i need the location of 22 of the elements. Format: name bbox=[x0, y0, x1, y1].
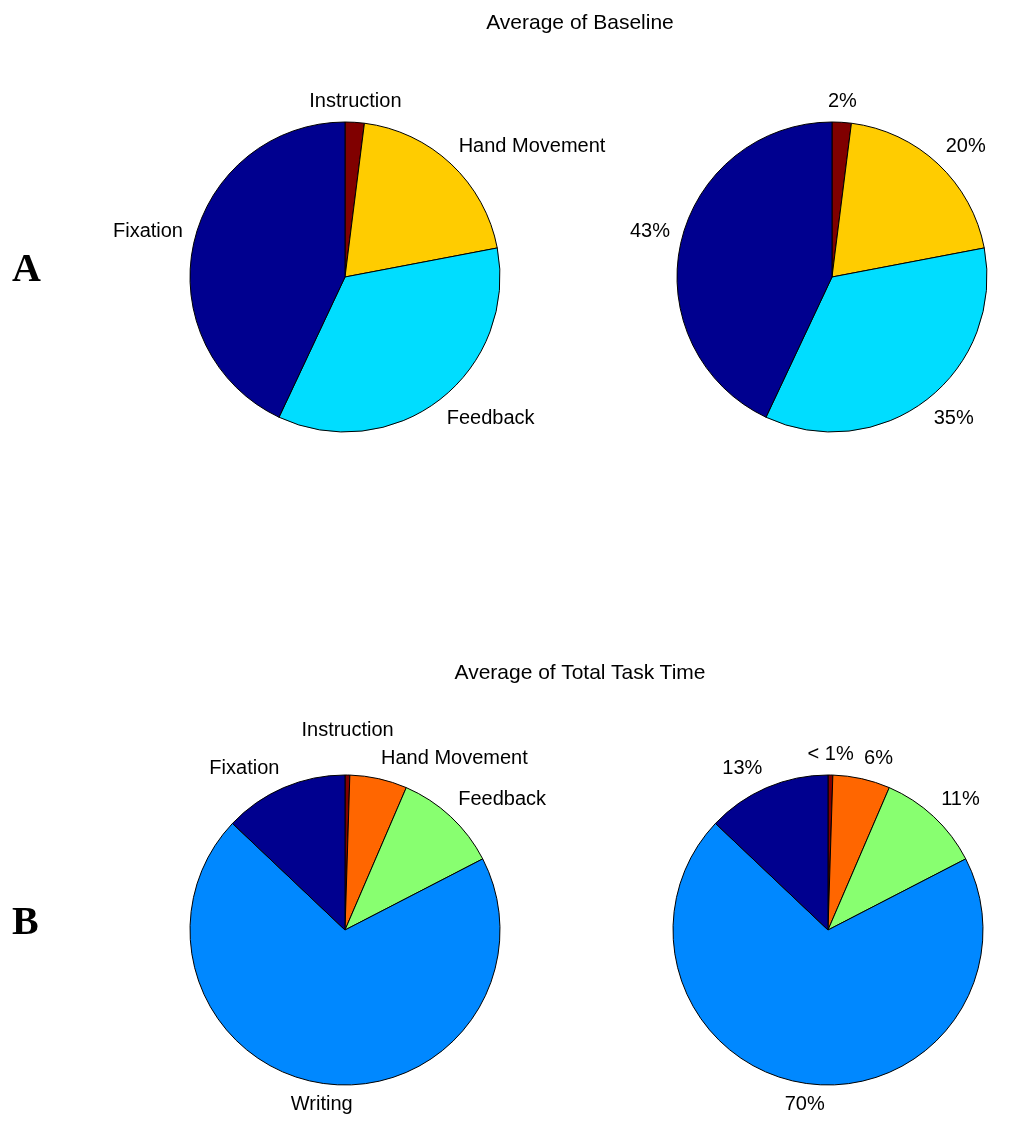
text: A bbox=[11, 243, 42, 291]
slice-label: Instruction bbox=[301, 717, 394, 740]
data-label: 20% bbox=[945, 133, 986, 156]
data-label: 13% bbox=[722, 755, 763, 778]
text: B bbox=[11, 896, 40, 944]
slice-label: Instruction bbox=[309, 89, 402, 112]
slice-label: Writing bbox=[290, 1092, 353, 1115]
slice-label: Hand Movement bbox=[458, 133, 606, 156]
slice-label: Feedback bbox=[446, 406, 536, 429]
data-label: 11% bbox=[941, 786, 980, 809]
slice-label: Fixation bbox=[209, 755, 280, 778]
chart-title: Average of Total Task Time bbox=[453, 660, 707, 684]
slice-label: Fixation bbox=[112, 218, 183, 241]
data-label: 70% bbox=[784, 1092, 825, 1115]
data-label: < 1% bbox=[807, 742, 854, 765]
data-label: 43% bbox=[629, 218, 671, 241]
data-label: 6% bbox=[864, 745, 894, 768]
data-label: 2% bbox=[827, 89, 858, 112]
slice-label: Feedback bbox=[458, 786, 548, 809]
data-label: 35% bbox=[933, 406, 974, 429]
slice-label: Hand Movement bbox=[381, 745, 529, 768]
chart-title: Average of Baseline bbox=[485, 10, 675, 34]
